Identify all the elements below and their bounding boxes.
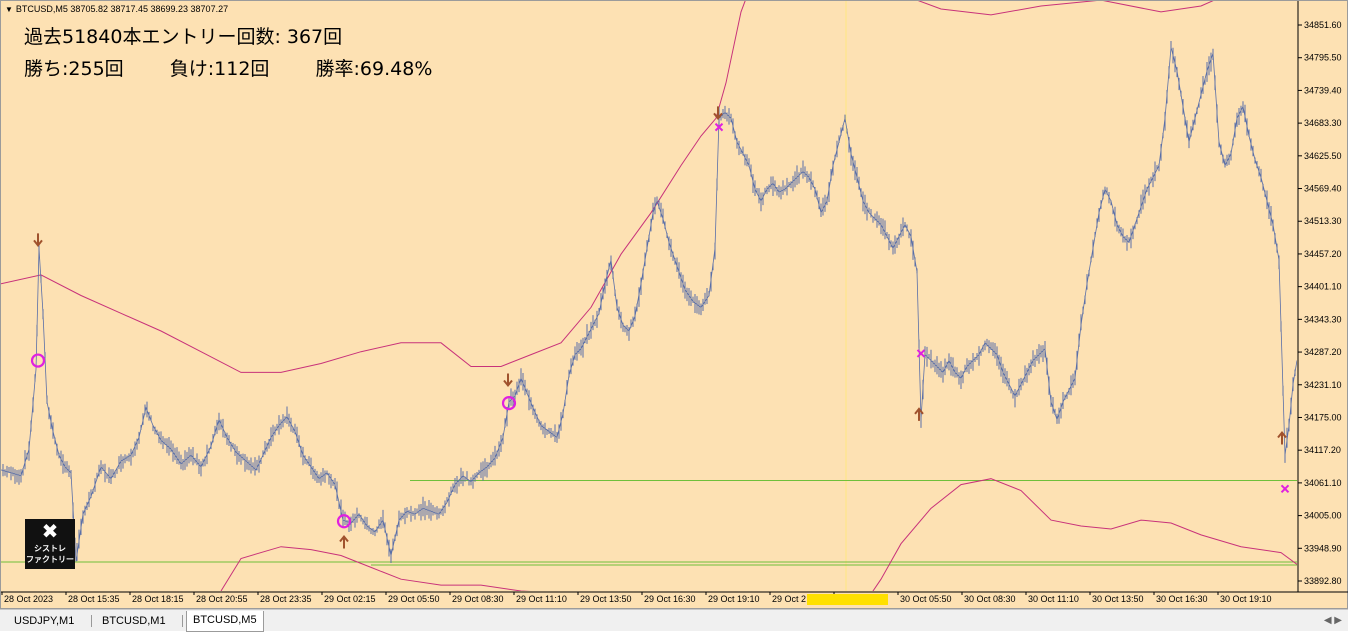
systore-factory-logo: ✖ シストレ ファクトリー xyxy=(25,519,75,569)
sell-arrow-marker xyxy=(33,233,43,248)
price-tick-label: 34175.00 xyxy=(1304,412,1342,422)
price-tick-label: 34117.20 xyxy=(1304,445,1341,455)
tab-btcusd-m5[interactable]: BTCUSD,M5 xyxy=(186,611,264,632)
time-tick-label: 29 Oct 02:15 xyxy=(324,594,376,604)
tools-icon: ✖ xyxy=(41,519,59,543)
symbol-info: ▼ BTCUSD,M5 38705.82 38717.45 38699.23 38… xyxy=(5,4,228,14)
loss-count: 負け:112回 xyxy=(169,58,270,80)
time-tick-label: 29 Oct 2 xyxy=(772,594,806,604)
chart-window[interactable]: 34851.60 34795.50 34739.40 34683.30 34625.50… xyxy=(0,0,1348,609)
price-tick-label: 34851.60 xyxy=(1304,20,1342,30)
lower-band-line xyxy=(220,478,1297,591)
logo-line2: ファクトリー xyxy=(26,555,74,564)
price-tick-label: 34683.30 xyxy=(1304,118,1342,128)
logo-line1: シストレ xyxy=(34,544,66,553)
buy-arrow-marker xyxy=(339,534,349,549)
sell-arrow-marker xyxy=(713,106,723,120)
tab-usdjpy-m1[interactable]: USDJPY,M1 xyxy=(14,615,75,627)
time-tick-label: 29 Oct 19:10 xyxy=(708,594,760,604)
time-tick-label: 30 Oct 13:50 xyxy=(1092,594,1144,604)
entry-count-label: 過去51840本エントリー回数: 367回 xyxy=(24,26,343,48)
price-chart[interactable]: 34851.60 34795.50 34739.40 34683.30 34625.50… xyxy=(1,1,1348,610)
entry-circle-marker xyxy=(501,395,517,411)
price-bars xyxy=(2,40,1296,564)
time-tick-label: 29 Oct 05:50 xyxy=(388,594,440,604)
time-tick-label: 29 Oct 16:30 xyxy=(644,594,696,604)
price-tick-label: 34343.30 xyxy=(1304,314,1342,324)
time-tick-label: 28 Oct 2023 xyxy=(4,594,53,604)
time-tick-label: 28 Oct 15:35 xyxy=(68,594,120,604)
price-tick-label: 34513.30 xyxy=(1304,216,1342,226)
buy-arrow-marker xyxy=(1277,430,1287,445)
symbol-quote: BTCUSD,M5 38705.82 38717.45 38699.23 387… xyxy=(15,4,229,14)
tab-separator xyxy=(182,615,183,627)
exit-cross-marker xyxy=(916,349,926,358)
price-tick-label: 34061.10 xyxy=(1304,478,1342,488)
time-tick-label: 29 Oct 08:30 xyxy=(452,594,504,604)
highlighted-time-box xyxy=(807,594,888,605)
chart-tab-bar: USDJPY,M1 BTCUSD,M1 BTCUSD,M5 ◀ ▶ xyxy=(0,609,1348,632)
tab-scroll-arrows-icon[interactable]: ◀ ▶ xyxy=(1323,615,1342,626)
entry-count: 過去51840本エントリー回数: 367回 xyxy=(24,22,342,49)
price-tick-label: 34795.50 xyxy=(1304,53,1342,63)
time-tick-label: 28 Oct 18:15 xyxy=(132,594,184,604)
price-tick-label: 34625.50 xyxy=(1304,151,1342,161)
win-count: 勝ち:255回 xyxy=(24,58,124,80)
price-tick-label: 34457.20 xyxy=(1304,249,1342,259)
price-tick-label: 34005.00 xyxy=(1304,511,1342,521)
time-tick-label: 30 Oct 05:50 xyxy=(900,594,952,604)
tab-separator xyxy=(91,615,92,627)
upper-band-line xyxy=(1,1,1214,373)
price-tick-label: 34401.10 xyxy=(1304,282,1342,292)
price-tick-label: 34569.40 xyxy=(1304,184,1342,194)
time-tick-label: 28 Oct 20:55 xyxy=(196,594,248,604)
win-loss-stats: 勝ち:255回 負け:112回 勝率:69.48% xyxy=(24,54,432,81)
entry-circle-marker xyxy=(336,514,352,529)
price-tick-label: 34287.20 xyxy=(1304,347,1342,357)
exit-cross-marker xyxy=(1280,484,1290,493)
price-path-line xyxy=(1,47,1297,562)
time-tick-label: 29 Oct 13:50 xyxy=(580,594,632,604)
buy-arrow-marker xyxy=(914,407,924,421)
price-tick-label: 34231.10 xyxy=(1304,380,1342,390)
time-tick-label: 30 Oct 16:30 xyxy=(1156,594,1208,604)
price-tick-label: 33892.80 xyxy=(1304,576,1342,586)
sell-arrow-marker xyxy=(503,373,513,388)
time-tick-label: 30 Oct 08:30 xyxy=(964,594,1016,604)
time-tick-label: 30 Oct 19:10 xyxy=(1220,594,1272,604)
time-tick-label: 30 Oct 11:10 xyxy=(1028,594,1079,604)
win-rate: 勝率:69.48% xyxy=(315,58,433,80)
price-tick-label: 34739.40 xyxy=(1304,85,1342,95)
dropdown-triangle-icon[interactable]: ▼ xyxy=(5,5,13,14)
time-tick-label: 29 Oct 11:10 xyxy=(516,594,567,604)
exit-cross-marker xyxy=(714,122,724,132)
entry-circle-marker xyxy=(30,353,46,368)
price-tick-label: 33948.90 xyxy=(1304,543,1342,553)
time-tick-label: 28 Oct 23:35 xyxy=(260,594,312,604)
tab-btcusd-m1[interactable]: BTCUSD,M1 xyxy=(102,615,166,627)
